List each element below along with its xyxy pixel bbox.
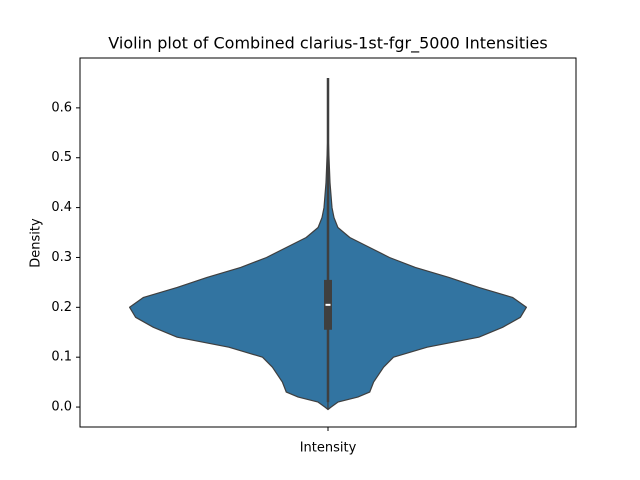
y-tick-label: 0.6	[51, 100, 72, 115]
y-tick-label: 0.4	[51, 200, 72, 215]
y-tick-label: 0.3	[51, 250, 72, 265]
y-tick-label: 0.2	[51, 300, 72, 315]
y-tick-label: 0.0	[51, 400, 72, 415]
y-axis-label: Density	[29, 218, 44, 268]
violin-half	[327, 132, 527, 411]
violin-half	[129, 132, 329, 411]
y-tick-label: 0.1	[51, 350, 72, 365]
chart-title: Violin plot of Combined clarius-1st-fgr_…	[108, 34, 547, 54]
y-tick-label: 0.5	[51, 150, 72, 165]
x-tick-label: Intensity	[300, 441, 357, 456]
